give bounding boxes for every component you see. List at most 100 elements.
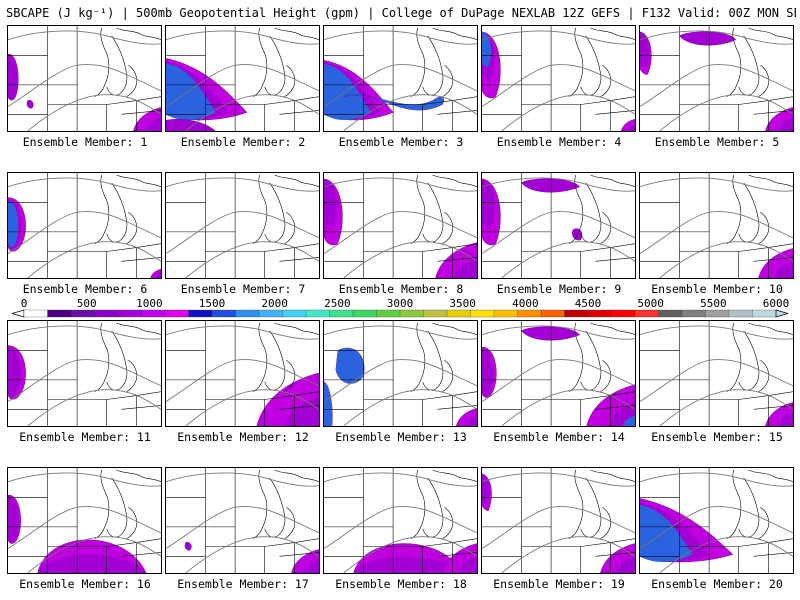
ensemble-member-map — [7, 320, 162, 427]
cape-area-inner — [521, 326, 578, 341]
colorbar-tick-label: 1000 — [136, 297, 163, 310]
ensemble-member-map — [481, 172, 636, 279]
cape-area-inner — [773, 261, 793, 278]
colorbar-swatch — [423, 309, 448, 318]
colorbar-tick-label: 2500 — [324, 297, 351, 310]
cape-area-inner — [777, 118, 793, 131]
cape-area-inner — [615, 556, 635, 573]
cape-core — [166, 63, 216, 120]
ensemble-member-map — [7, 25, 162, 132]
colorbar-tick-label: 5000 — [637, 297, 664, 310]
cape-area-inner — [303, 560, 319, 573]
colorbar-arrow-left — [12, 309, 25, 318]
colorbar-swatch — [658, 309, 683, 318]
map-canvas — [166, 26, 319, 131]
ensemble-member-label: Ensemble Member: 17 — [177, 577, 309, 591]
cape-area-inner — [184, 542, 192, 551]
ensemble-member-map — [165, 467, 320, 574]
map-canvas — [482, 173, 635, 278]
colorbar-swatch — [258, 309, 283, 318]
colorbar-swatch — [282, 309, 307, 318]
colorbar-swatch — [564, 309, 589, 318]
map-canvas — [8, 173, 161, 278]
ensemble-member-label: Ensemble Member: 10 — [651, 282, 783, 296]
ensemble-member-label: Ensemble Member: 8 — [338, 282, 464, 296]
ensemble-member-map — [165, 320, 320, 427]
map-canvas — [640, 26, 793, 131]
map-canvas — [8, 468, 161, 573]
ensemble-member-label: Ensemble Member: 18 — [335, 577, 467, 591]
ensemble-member-label: Ensemble Member: 6 — [22, 282, 148, 296]
cape-core — [622, 415, 635, 426]
ensemble-member-map — [481, 467, 636, 574]
ensemble-member-map — [165, 25, 320, 132]
cape-area-inner — [26, 100, 34, 109]
ensemble-member-map — [323, 467, 478, 574]
ensemble-member-map — [639, 172, 794, 279]
colorbar-swatch — [540, 309, 565, 318]
map-canvas — [324, 468, 477, 573]
ensemble-member-map — [323, 320, 478, 427]
cape-area-inner — [465, 416, 477, 426]
ensemble-member-map — [7, 467, 162, 574]
ensemble-member-label: Ensemble Member: 16 — [19, 577, 151, 591]
map-canvas — [640, 321, 793, 426]
map-canvas — [482, 26, 635, 131]
colorbar-swatch — [352, 309, 377, 318]
colorbar-arrow-right — [775, 309, 788, 318]
ensemble-member-map — [639, 25, 794, 132]
colorbar-swatch — [70, 309, 95, 318]
colorbar-tick-label: 3000 — [386, 297, 414, 310]
colorbar-swatch — [23, 309, 48, 318]
colorbar-swatch — [611, 309, 636, 318]
cape-area-inner — [457, 556, 477, 573]
ensemble-member-label: Ensemble Member: 11 — [19, 430, 151, 444]
cape-area-inner — [777, 413, 793, 426]
colorbar-tick-label: 4000 — [512, 297, 539, 310]
cape-core — [324, 64, 371, 120]
colorbar-swatch — [188, 309, 213, 318]
map-canvas — [166, 468, 319, 573]
ensemble-member-label: Ensemble Member: 2 — [180, 135, 306, 149]
map-canvas — [482, 321, 635, 426]
map-canvas — [640, 173, 793, 278]
ensemble-member-label: Ensemble Member: 13 — [335, 430, 467, 444]
ensemble-member-map — [165, 172, 320, 279]
colorbar-swatch — [446, 309, 471, 318]
ensemble-member-map — [323, 172, 478, 279]
colorbar-swatch — [376, 309, 401, 318]
ensemble-member-label: Ensemble Member: 1 — [22, 135, 148, 149]
colorbar-swatch — [728, 309, 753, 318]
colorbar-tick-label: 4500 — [574, 297, 602, 310]
ensemble-member-map — [481, 25, 636, 132]
map-canvas — [324, 26, 477, 131]
ensemble-member-label: Ensemble Member: 12 — [177, 430, 309, 444]
cape-area-inner — [640, 31, 649, 67]
ensemble-member-map — [481, 320, 636, 427]
colorbar-swatch — [493, 309, 518, 318]
map-canvas — [640, 468, 793, 573]
colorbar-swatch — [517, 309, 542, 318]
colorbar-swatch — [470, 309, 495, 318]
colorbar-swatch — [164, 309, 189, 318]
ensemble-member-label: Ensemble Member: 9 — [496, 282, 622, 296]
colorbar-tick-label: 2000 — [261, 297, 288, 310]
cape-core — [8, 201, 19, 248]
ensemble-member-map — [7, 172, 162, 279]
map-canvas — [8, 26, 161, 131]
map-canvas — [166, 321, 319, 426]
ensemble-member-map — [323, 25, 478, 132]
map-canvas — [324, 173, 477, 278]
cape-core — [482, 31, 492, 68]
colorbar-swatch — [141, 309, 166, 318]
colorbar-swatch — [399, 309, 424, 318]
colorbar-tick-label: 5500 — [700, 297, 727, 310]
cape-area-inner — [482, 348, 494, 396]
colorbar-swatch — [752, 309, 777, 318]
cape-area-inner — [454, 258, 477, 278]
ensemble-member-label: Ensemble Member: 3 — [338, 135, 464, 149]
ensemble-member-label: Ensemble Member: 7 — [180, 282, 306, 296]
cape-core — [324, 381, 333, 426]
map-canvas — [8, 321, 161, 426]
colorbar-tick-label: 0 — [20, 297, 28, 310]
